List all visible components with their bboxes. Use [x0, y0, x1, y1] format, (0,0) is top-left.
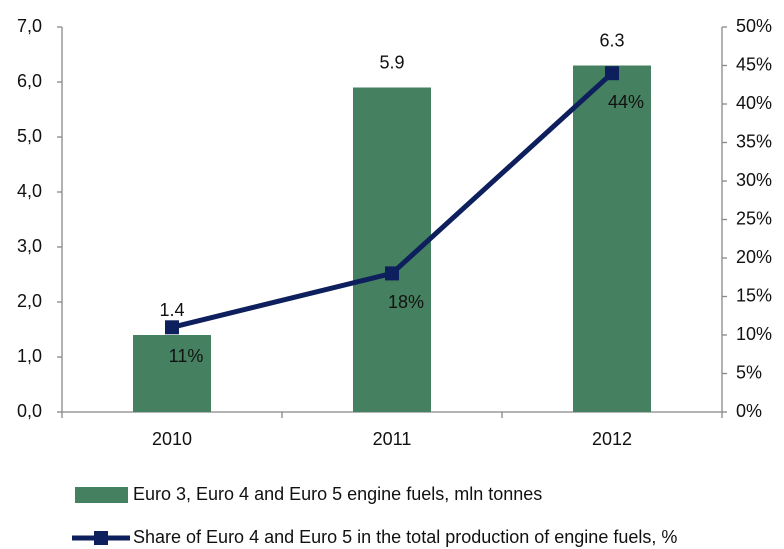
y2-tick-label: 40%	[736, 93, 772, 113]
y2-tick-label: 30%	[736, 170, 772, 190]
line-value-label: 11%	[169, 346, 204, 366]
y-tick-label: 0,0	[17, 401, 42, 421]
x-tick-label: 2012	[592, 429, 632, 449]
y2-tick-label: 25%	[736, 208, 772, 228]
line-marker	[165, 320, 179, 335]
bar-value-label: 1.4	[159, 300, 184, 320]
y-tick-label: 3,0	[17, 236, 42, 256]
y-tick-label: 7,0	[17, 16, 42, 36]
y2-tick-label: 20%	[736, 247, 772, 267]
x-tick-label: 2010	[152, 429, 192, 449]
y2-tick-label: 35%	[736, 131, 772, 151]
y-tick-label: 4,0	[17, 181, 42, 201]
y-tick-label: 2,0	[17, 291, 42, 311]
legend-label: Euro 3, Euro 4 and Euro 5 engine fuels, …	[133, 484, 542, 504]
legend-label: Share of Euro 4 and Euro 5 in the total …	[133, 527, 677, 547]
y2-tick-label: 5%	[736, 362, 762, 382]
line-marker	[605, 66, 619, 81]
y-tick-label: 5,0	[17, 126, 42, 146]
bar	[573, 65, 651, 412]
legend-swatch	[75, 487, 128, 503]
bar-value-label: 5.9	[379, 52, 404, 72]
y2-tick-label: 0%	[736, 401, 762, 421]
line-value-label: 44%	[608, 92, 644, 112]
line-marker	[385, 266, 399, 281]
y-tick-label: 6,0	[17, 71, 42, 91]
y-tick-label: 1,0	[17, 346, 42, 366]
y2-tick-label: 45%	[736, 54, 772, 74]
line-value-label: 18%	[388, 292, 424, 312]
bar-value-label: 6.3	[599, 30, 624, 50]
y2-tick-label: 10%	[736, 324, 772, 344]
legend-marker	[94, 531, 108, 545]
bar	[133, 335, 211, 412]
y2-tick-label: 15%	[736, 285, 772, 305]
y2-tick-label: 50%	[736, 16, 772, 36]
x-tick-label: 2011	[373, 429, 412, 449]
